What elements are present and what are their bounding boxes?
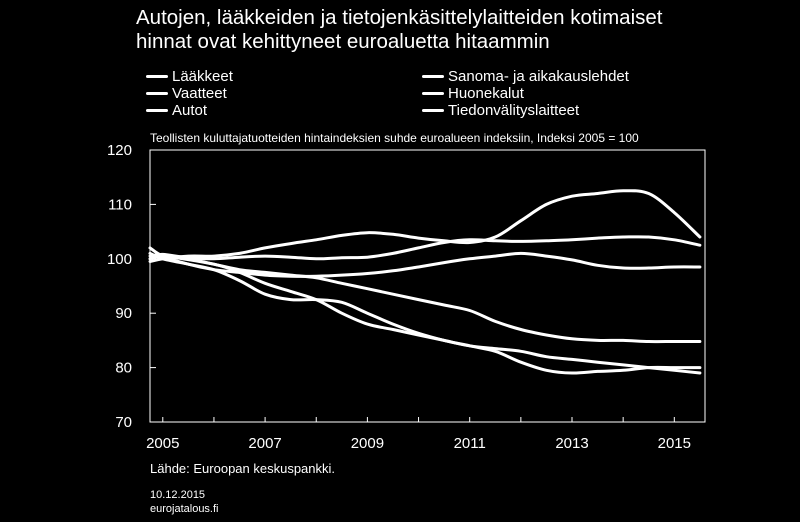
x-tick-label: 2009 [351, 435, 384, 452]
series-line-4 [148, 189, 702, 263]
legend-item-sanomalehdet: Sanoma- ja aikakauslehdet [422, 68, 629, 85]
plot-frame [149, 149, 706, 423]
legend-swatch [146, 92, 168, 95]
chart-title-line-1: Autojen, lääkkeiden ja tietojenkäsittely… [136, 6, 663, 29]
legend-item-autot: Autot [146, 102, 207, 119]
site-name: eurojatalous.fi [150, 503, 219, 515]
publication-date: 10.12.2015 [150, 489, 206, 501]
legend-label: Huonekalut [448, 85, 524, 102]
y-axis: 70 80 90 100 110 120 [107, 142, 156, 431]
x-tick-label: 2007 [248, 435, 281, 452]
legend-swatch [422, 109, 444, 112]
series-line-6 [148, 251, 702, 375]
chart-legend: Lääkkeet Vaatteet Autot Sanoma- ja aikak… [146, 68, 746, 120]
y-tick-label: 100 [107, 251, 132, 268]
legend-swatch [422, 75, 444, 78]
y-tick-label: 90 [115, 305, 132, 322]
chart-title: Autojen, lääkkeiden ja tietojenkäsittely… [136, 6, 776, 54]
legend-label: Vaatteet [172, 85, 227, 102]
legend-label: Tiedonvälityslaitteet [448, 102, 580, 119]
series-line-5 [148, 254, 702, 344]
legend-swatch [146, 109, 168, 112]
plot-area-border [149, 149, 706, 423]
series-line-3 [148, 246, 702, 278]
chart-title-line-2: hinnat ovat kehittyneet euroaluetta hita… [136, 30, 550, 53]
series-lines [148, 189, 702, 375]
legend-swatch [146, 75, 168, 78]
legend-swatch [422, 92, 444, 95]
y-tick-label: 70 [115, 414, 132, 431]
chart-subtitle: Teollisten kuluttajatuotteiden hintainde… [150, 131, 639, 145]
legend-item-huonekalut: Huonekalut [422, 85, 524, 102]
x-tick-label: 2011 [454, 435, 486, 452]
x-tick-label: 2013 [555, 435, 588, 452]
y-tick-label: 110 [108, 196, 132, 213]
series-line-1 [148, 254, 702, 375]
y-tick-label: 80 [115, 360, 132, 377]
legend-item-tiedonvalityslaitteet: Tiedonvälityslaitteet [422, 102, 579, 119]
legend-label: Autot [172, 102, 208, 119]
x-tick-label: 2005 [146, 435, 179, 452]
legend-item-laakkeet: Lääkkeet [146, 68, 233, 85]
y-tick-label: 120 [107, 142, 132, 159]
source-note: Lähde: Euroopan keskuspankki. [150, 461, 336, 476]
legend-label: Lääkkeet [172, 68, 233, 85]
x-axis: 2005 2007 2009 2011 2013 2015 [146, 417, 691, 452]
legend-item-vaatteet: Vaatteet [146, 85, 227, 102]
legend-label: Sanoma- ja aikakauslehdet [448, 68, 629, 85]
x-tick-label: 2015 [658, 435, 691, 452]
series-line-2 [148, 235, 702, 261]
